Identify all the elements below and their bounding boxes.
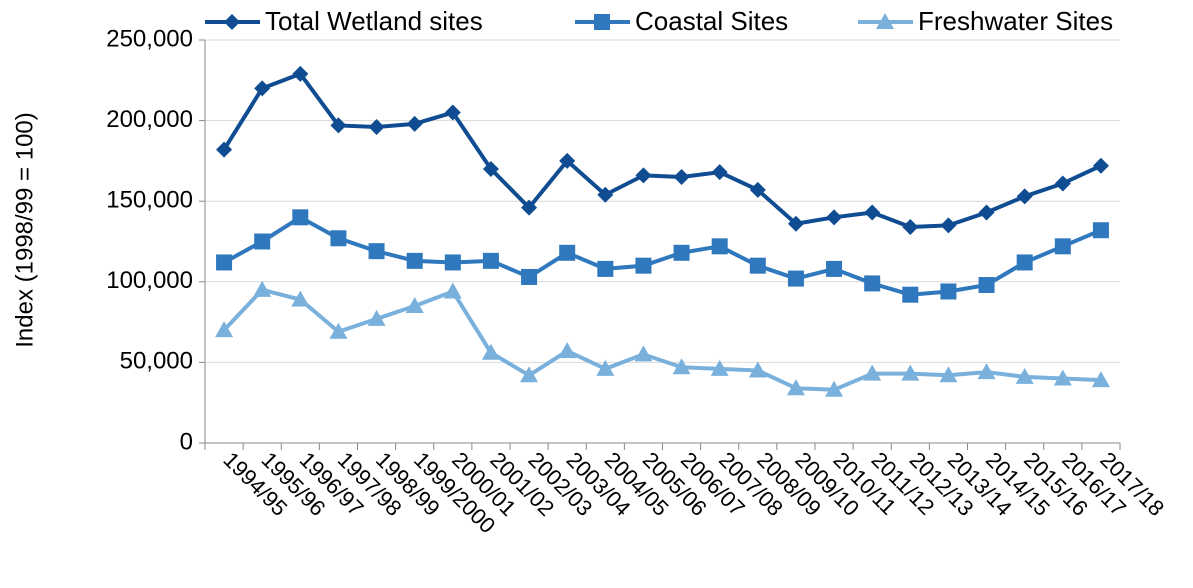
y-tick-label: 150,000 xyxy=(106,187,193,214)
marker xyxy=(254,80,271,97)
marker xyxy=(559,244,576,261)
marker xyxy=(215,321,234,338)
marker xyxy=(594,14,610,30)
marker xyxy=(672,358,691,375)
marker xyxy=(710,359,729,376)
marker xyxy=(787,215,804,232)
marker xyxy=(1016,254,1033,271)
marker xyxy=(748,361,767,378)
marker xyxy=(901,364,920,381)
marker xyxy=(1091,371,1110,388)
marker xyxy=(786,379,805,396)
series-line xyxy=(222,287,1102,392)
marker xyxy=(977,363,996,380)
marker xyxy=(482,252,499,269)
marker xyxy=(481,343,500,360)
marker xyxy=(444,254,461,271)
marker xyxy=(940,283,957,300)
marker xyxy=(902,286,919,303)
marker xyxy=(749,257,766,274)
marker xyxy=(939,366,958,383)
marker xyxy=(1016,188,1033,205)
marker xyxy=(1053,369,1072,386)
marker xyxy=(444,104,461,121)
marker xyxy=(521,199,538,216)
marker xyxy=(711,164,728,181)
marker xyxy=(711,238,728,255)
marker xyxy=(329,322,348,339)
y-axis-title: Index (1998/99 = 100) xyxy=(11,112,38,348)
marker xyxy=(406,115,423,132)
marker xyxy=(634,345,653,362)
marker xyxy=(597,186,614,203)
marker xyxy=(787,270,804,287)
marker xyxy=(558,342,577,359)
marker xyxy=(1092,222,1109,239)
marker xyxy=(635,167,652,184)
marker xyxy=(864,204,881,221)
y-tick-label: 250,000 xyxy=(106,25,193,52)
marker xyxy=(876,13,894,29)
marker xyxy=(826,209,843,226)
series-line xyxy=(223,215,1102,297)
marker xyxy=(520,366,539,383)
marker xyxy=(825,380,844,397)
marker xyxy=(902,218,919,235)
marker xyxy=(254,233,271,250)
marker xyxy=(405,296,424,313)
marker xyxy=(559,152,576,169)
legend-label: Freshwater Sites xyxy=(918,6,1113,36)
marker xyxy=(635,257,652,274)
marker xyxy=(368,119,385,136)
y-tick-label: 100,000 xyxy=(106,267,193,294)
marker xyxy=(597,260,614,277)
marker xyxy=(521,268,538,285)
marker xyxy=(443,282,462,299)
marker xyxy=(863,364,882,381)
marker xyxy=(673,244,690,261)
series-line xyxy=(222,71,1102,229)
marker xyxy=(978,204,995,221)
marker xyxy=(749,181,766,198)
marker xyxy=(368,243,385,260)
legend-label: Total Wetland sites xyxy=(265,6,483,36)
marker xyxy=(292,209,309,226)
marker xyxy=(864,275,881,292)
marker xyxy=(673,169,690,186)
marker xyxy=(1054,238,1071,255)
marker xyxy=(367,309,386,326)
y-tick-label: 50,000 xyxy=(120,348,193,375)
marker xyxy=(1054,175,1071,192)
marker xyxy=(216,141,233,158)
legend-label: Coastal Sites xyxy=(635,6,788,36)
marker xyxy=(253,280,272,297)
marker xyxy=(330,230,347,247)
marker xyxy=(1015,367,1034,384)
marker xyxy=(330,117,347,134)
marker xyxy=(596,359,615,376)
marker xyxy=(291,290,310,307)
marker xyxy=(1092,157,1109,174)
marker xyxy=(292,65,309,82)
marker xyxy=(406,252,423,269)
marker xyxy=(224,14,240,30)
marker xyxy=(826,260,843,277)
marker xyxy=(978,277,995,294)
marker xyxy=(940,217,957,234)
marker xyxy=(216,254,233,271)
y-tick-label: 0 xyxy=(180,428,193,455)
y-tick-label: 200,000 xyxy=(106,106,193,133)
marker xyxy=(482,160,499,177)
